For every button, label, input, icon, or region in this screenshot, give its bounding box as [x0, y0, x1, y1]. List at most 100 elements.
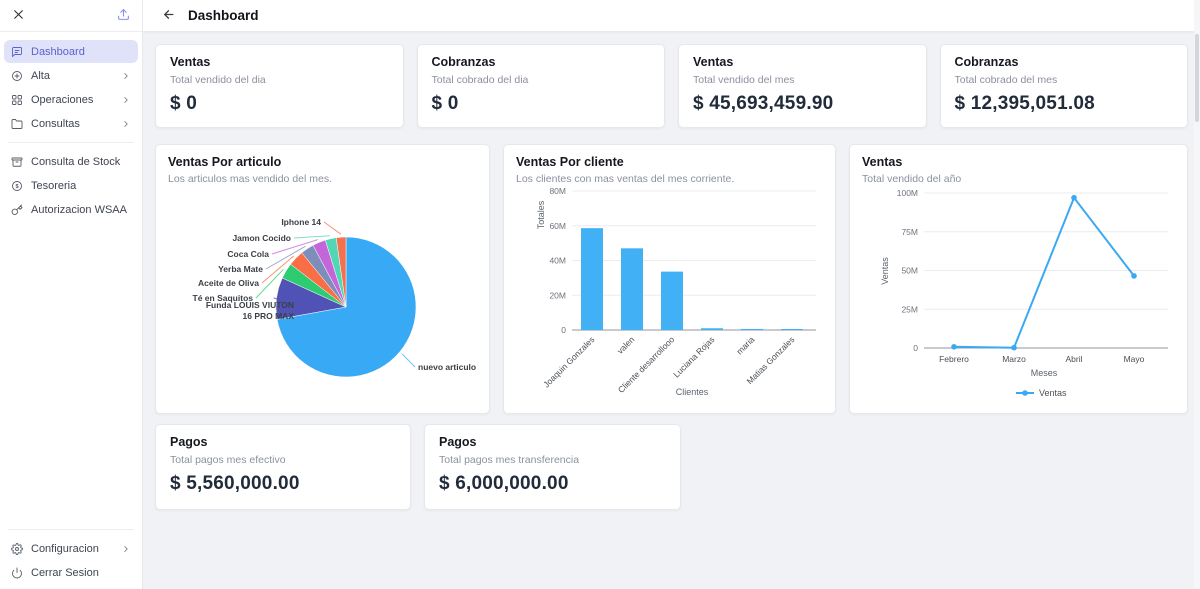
line-xtick-label: Mayo	[1124, 354, 1145, 364]
page-title: Dashboard	[188, 8, 259, 23]
line-chart: Ventas 100M 75M 50M 25M 0 Febrero Marzo Abril May…	[880, 188, 1169, 398]
bar-xtick-label: maria	[734, 334, 756, 356]
pie-slice-label: Aceite de Oliva	[198, 278, 259, 288]
line-xtick-label: Marzo	[1002, 354, 1026, 364]
card-subtitle: Total pagos mes efectivo	[170, 454, 286, 466]
line-ytick-label: 50M	[901, 266, 918, 276]
line-ytick-label: 100M	[897, 188, 918, 198]
close-sidebar-button[interactable]	[10, 6, 27, 26]
svg-text:$: $	[15, 184, 18, 190]
bar-xtick-label: Joaquin Gonzales	[541, 334, 596, 389]
line-point[interactable]	[1011, 344, 1017, 351]
stat-card-cobranzas-dia: Cobranzas Total cobrado del dia $ 0	[416, 44, 665, 128]
pie-slice-label: Funda LOUIS VIUTON	[206, 300, 294, 310]
bar[interactable]	[581, 228, 603, 330]
bar[interactable]	[621, 248, 643, 330]
card-title: Ventas	[693, 55, 734, 69]
bar-ytick-label: 60M	[549, 221, 566, 231]
card-subtitle: Total vendido del dia	[170, 74, 266, 86]
pie-leader-line	[255, 268, 284, 299]
chevron-right-icon	[121, 95, 131, 105]
line-ytick-label: 75M	[901, 227, 918, 237]
scrollbar-thumb[interactable]	[1195, 34, 1199, 122]
pagos-efectivo-card: Pagos Total pagos mes efectivo $ 5,560,0…	[155, 424, 411, 510]
sidebar-item-autorizacion-wsaa[interactable]: Autorizacion WSAA	[4, 198, 138, 221]
sidebar-item-label: Autorizacion WSAA	[31, 203, 127, 216]
bar-xtick-label: Luciana Rojas	[671, 334, 716, 379]
sidebar-item-label: Alta	[31, 69, 50, 82]
bar-chart-card: Ventas Por cliente Los clientes con mas …	[503, 144, 837, 414]
sidebar-item-label: Tesoreria	[31, 179, 77, 192]
bar[interactable]	[661, 271, 683, 330]
legend-label: Ventas	[1039, 388, 1067, 398]
pie-leader-line	[261, 255, 295, 284]
bar-xtick-label: valen	[615, 334, 637, 356]
legend-ventas[interactable]: Ventas	[1016, 388, 1067, 398]
pie-leader-line	[401, 353, 416, 368]
sidebar-item-alta[interactable]: Alta	[4, 64, 138, 87]
line-ylabel: Ventas	[880, 257, 890, 285]
bar-ytick-label: 40M	[549, 256, 566, 266]
pie-slice-label: Coca Cola	[227, 249, 269, 259]
pagos-transferencia-card: Pagos Total pagos mes transferencia $ 6,…	[424, 424, 681, 510]
dollar-circle-icon: $	[11, 180, 23, 192]
sidebar-item-label: Consultas	[31, 117, 80, 130]
pie-slice-label: Jamon Cocido	[232, 233, 291, 243]
sidebar-item-operaciones[interactable]: Operaciones	[4, 88, 138, 111]
chevron-right-icon	[121, 119, 131, 129]
line-point[interactable]	[951, 344, 957, 350]
line-xtick-label: Abril	[1066, 354, 1083, 364]
sidebar-item-label: Operaciones	[31, 93, 94, 106]
upload-icon	[117, 8, 130, 24]
bar[interactable]	[781, 329, 803, 330]
upload-button[interactable]	[115, 6, 132, 26]
card-title: Pagos	[439, 435, 477, 449]
line-point[interactable]	[1071, 194, 1077, 201]
gear-icon	[11, 542, 23, 555]
bar[interactable]	[741, 328, 763, 330]
stat-card-ventas-mes: Ventas Total vendido del mes $ 45,693,45…	[678, 44, 927, 128]
sidebar-item-dashboard[interactable]: Dashboard	[4, 40, 138, 63]
scrollbar	[1194, 0, 1200, 589]
pie-slice-label: nuevo articulo	[418, 362, 476, 372]
sidebar-nav: Dashboard Alta Operaciones	[0, 32, 142, 221]
pie-slice-label: Iphone 14	[281, 217, 321, 227]
main-content: Ventas Total vendido del dia $ 0 Cobranz…	[143, 32, 1200, 589]
message-square-icon	[11, 46, 23, 58]
card-subtitle: Total cobrado del mes	[954, 74, 1058, 86]
line-point[interactable]	[1131, 273, 1137, 279]
sidebar-divider	[8, 142, 134, 143]
topbar: Dashboard	[143, 0, 1200, 32]
pie-slice[interactable]	[335, 236, 347, 308]
line-chart-card: Ventas Total vendido del año Ventas 100M 7…	[849, 144, 1188, 414]
card-value: $ 12,395,051.08	[954, 93, 1095, 114]
card-subtitle: Total pagos mes transferencia	[439, 454, 580, 466]
bar-ytick-label: 80M	[549, 186, 566, 196]
power-icon	[11, 567, 23, 579]
bar[interactable]	[701, 328, 723, 330]
legend-marker-dot	[1022, 390, 1028, 396]
sidebar-item-configuracion[interactable]: Configuracion	[4, 537, 138, 560]
chart-subtitle: Total vendido del año	[862, 173, 962, 185]
pie-chart-card: Ventas Por articulo Los articulos mas ve…	[155, 144, 490, 414]
chevron-right-icon	[121, 71, 131, 81]
sidebar-header	[0, 0, 142, 32]
back-button[interactable]	[161, 7, 176, 25]
stat-card-ventas-dia: Ventas Total vendido del dia $ 0	[155, 44, 404, 128]
pie-slice-label: 16 PRO MAX	[243, 311, 295, 321]
chart-title: Ventas Por articulo	[168, 155, 282, 169]
card-title: Ventas	[170, 55, 211, 69]
sidebar-item-cerrar-sesion[interactable]: Cerrar Sesion	[4, 561, 138, 584]
card-subtitle: Total vendido del mes	[693, 74, 795, 86]
sidebar-item-tesoreria[interactable]: $ Tesoreria	[4, 174, 138, 197]
sidebar-divider	[8, 529, 134, 530]
line-xlabel: Meses	[1031, 368, 1058, 378]
sidebar-item-label: Configuracion	[31, 542, 99, 555]
sidebar-item-consultas[interactable]: Consultas	[4, 112, 138, 135]
chevron-right-icon	[121, 544, 131, 554]
sidebar-item-label: Cerrar Sesion	[31, 566, 99, 579]
sidebar-item-consulta-de-stock[interactable]: Consulta de Stock	[4, 150, 138, 173]
